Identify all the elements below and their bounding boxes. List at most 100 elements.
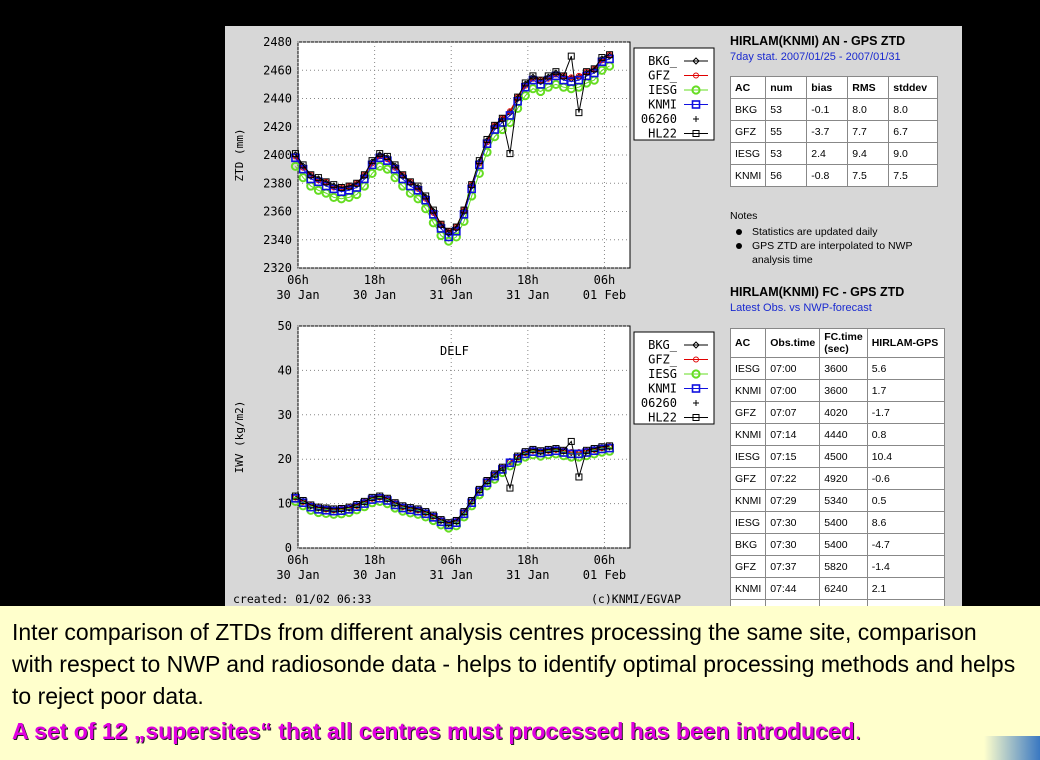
table-row: IESG 07:00 3600 5.6 <box>729 357 945 380</box>
x-tick-label: 18h <box>364 273 386 287</box>
created-timestamp: created: 01/02 06:33 <box>233 592 372 606</box>
hl22-marker <box>299 161 307 169</box>
hl22-marker <box>598 443 606 451</box>
table-header-row: AC num bias RMS stddev <box>729 76 939 99</box>
hl22-marker <box>567 52 575 60</box>
hl22-marker <box>360 171 368 179</box>
table-cell: 07:29 <box>765 489 821 512</box>
x-tick-label: 01 Feb <box>583 288 626 302</box>
table-cell: 6.7 <box>888 120 939 143</box>
table-row: GFZ 55 -3.7 7.7 6.7 <box>729 120 939 143</box>
legend-label: HL22 <box>648 127 677 141</box>
table-cell: GFZ <box>729 555 767 578</box>
iesg-marker <box>691 369 701 379</box>
gfz-marker <box>693 72 699 79</box>
y-tick-label: 2480 <box>263 35 292 49</box>
table-cell: 1.7 <box>866 379 945 402</box>
hl22-marker <box>475 485 483 493</box>
hl22-marker <box>422 508 430 516</box>
table-cell: 4500 <box>819 445 868 468</box>
column-header: AC <box>729 76 767 99</box>
analysis-title: HIRLAM(KNMI) AN - GPS ZTD <box>730 34 906 48</box>
note-item: GPS ZTD are interpolated to NWP analysis… <box>736 239 942 267</box>
column-header: HIRLAM-GPS <box>866 328 945 358</box>
table-cell: 8.6 <box>866 511 945 534</box>
table-cell: 5820 <box>819 555 868 578</box>
table-cell: 56 <box>765 164 808 187</box>
table-cell: 8.0 <box>888 98 939 121</box>
hl22-marker <box>544 72 552 80</box>
hl22-marker <box>583 446 591 454</box>
table-cell: -0.6 <box>866 467 945 490</box>
bkg-marker <box>692 57 700 65</box>
y-tick-label: 2420 <box>263 120 292 134</box>
hl22-marker <box>491 470 499 478</box>
table-cell: -3.7 <box>806 120 849 143</box>
hl22-marker <box>537 447 545 455</box>
table-row: KNMI 56 -0.8 7.5 7.5 <box>729 164 939 187</box>
x-tick-label: 06h <box>440 553 462 567</box>
hl22-marker <box>529 445 537 453</box>
hl22-marker <box>452 516 460 524</box>
series-hl22 <box>291 51 614 235</box>
table-row: KNMI 07:14 4440 0.8 <box>729 423 945 446</box>
legend-label: KNMI <box>648 98 677 112</box>
iesg-marker <box>520 91 530 101</box>
hl22-marker <box>521 448 529 456</box>
y-tick-label: 2400 <box>263 148 292 162</box>
hl22-marker <box>514 452 522 460</box>
hl22-marker <box>337 183 345 191</box>
bullet-icon <box>736 229 742 235</box>
hl22-marker <box>291 492 299 500</box>
table-cell: 4920 <box>819 467 868 490</box>
hl22-marker <box>299 496 307 504</box>
legend-label: 06260 <box>641 112 677 126</box>
knmi-marker <box>352 183 362 192</box>
knmi-marker <box>691 384 701 393</box>
table-cell: -1.4 <box>866 555 945 578</box>
y-tick-label: 2320 <box>263 261 292 275</box>
knmi-marker <box>589 68 599 78</box>
table-cell: IESG <box>729 357 767 380</box>
hl22-marker <box>353 179 361 187</box>
x-tick-label: 30 Jan <box>353 288 396 302</box>
hl22-marker <box>307 171 315 179</box>
hl22-marker <box>575 473 583 481</box>
hl22-marker <box>506 484 514 492</box>
table-row: GFZ 07:07 4020 -1.7 <box>729 401 945 424</box>
column-header: num <box>765 76 808 99</box>
hl22-marker <box>314 174 322 182</box>
gfz-marker <box>693 356 699 363</box>
knmi-marker <box>505 111 515 120</box>
iesg-marker <box>428 218 438 228</box>
hl22-marker <box>575 109 583 117</box>
bullet-icon <box>736 243 742 249</box>
slide-decoration <box>984 736 1040 760</box>
hl22-marker <box>437 220 445 228</box>
table-cell: 6240 <box>819 577 868 600</box>
hl22-marker <box>422 192 430 200</box>
x-tick-label: 31 Jan <box>506 568 549 582</box>
column-header: stddev <box>888 76 939 99</box>
hl22-marker <box>291 150 299 158</box>
caption-text: Inter comparison of ZTDs from different … <box>12 619 1016 709</box>
legend-label: IESG <box>648 83 677 97</box>
knmi-marker <box>444 232 453 242</box>
hl22-marker <box>406 504 414 512</box>
knmi-marker <box>605 54 614 64</box>
table-cell: IESG <box>729 142 767 165</box>
table-row: IESG 07:15 4500 10.4 <box>729 445 945 468</box>
hl22-marker <box>345 182 353 190</box>
hl22-marker <box>383 494 391 502</box>
series-line <box>295 440 610 524</box>
table-cell: BKG <box>729 533 767 556</box>
analysis-stats-table: AC num bias RMS stddev BKG 53 -0.1 8.0 8.0 GFZ 55 -3… <box>729 76 939 187</box>
ztd-chart: 23202340236023802400242024402460248006h3… <box>233 35 715 302</box>
y-tick-label: 2340 <box>263 233 292 247</box>
hl22-marker <box>590 445 598 453</box>
statistics-panel: HIRLAM(KNMI) AN - GPS ZTD 7day stat. 200… <box>720 26 962 616</box>
table-cell: 5400 <box>819 533 868 556</box>
table-cell: BKG <box>729 98 767 121</box>
column-header: FC.time (sec) <box>819 328 868 358</box>
